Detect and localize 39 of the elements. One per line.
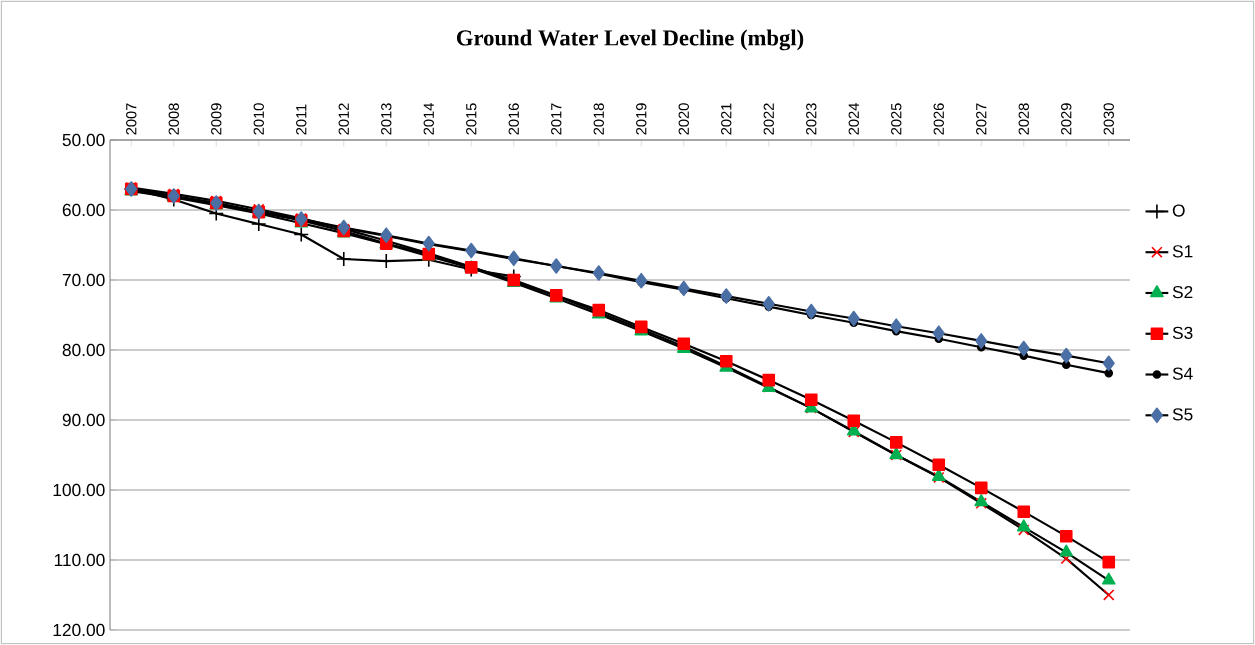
x-tick-label: 2007 xyxy=(126,103,137,135)
legend-label: S3 xyxy=(1172,326,1193,339)
y-tick-label: 110.00 xyxy=(54,553,105,567)
x-tick-label: 2023 xyxy=(806,103,817,135)
x-tick-label: 2027 xyxy=(976,103,987,135)
x-tick-label: 2030 xyxy=(1103,103,1114,135)
y-tick-label: 50.00 xyxy=(62,133,105,147)
y-tick-label: 90.00 xyxy=(62,413,105,427)
x-tick-label: 2010 xyxy=(253,103,264,135)
chart-title: Ground Water Level Decline (mbgl) xyxy=(456,29,804,51)
x-tick-label: 2018 xyxy=(593,103,604,135)
x-tick-label: 2029 xyxy=(1061,103,1072,135)
y-tick-label: 120.00 xyxy=(53,623,105,637)
y-tick-label: 80.00 xyxy=(62,343,105,357)
y-tick-label: 60.00 xyxy=(62,203,105,217)
x-tick-label: 2008 xyxy=(168,103,179,135)
x-tick-label: 2021 xyxy=(721,103,732,135)
x-tick-label: 2014 xyxy=(423,103,434,135)
legend-label: O xyxy=(1172,204,1185,217)
x-tick-label: 2011 xyxy=(296,104,307,135)
y-tick-label: 70.00 xyxy=(62,273,105,287)
x-tick-label: 2017 xyxy=(551,103,562,135)
legend-label: S1 xyxy=(1172,245,1193,258)
x-tick-label: 2012 xyxy=(338,103,349,135)
x-tick-label: 2025 xyxy=(891,103,902,135)
legend-label: S5 xyxy=(1172,408,1193,421)
x-tick-label: 2019 xyxy=(636,103,647,135)
x-tick-label: 2009 xyxy=(211,103,222,135)
y-tick-label: 100.00 xyxy=(53,483,105,497)
x-tick-label: 2020 xyxy=(678,103,689,135)
x-tick-label: 2013 xyxy=(381,103,392,135)
legend-label: S2 xyxy=(1172,285,1193,299)
x-tick-label: 2026 xyxy=(933,103,944,135)
x-tick-label: 2016 xyxy=(508,103,519,135)
x-tick-label: 2022 xyxy=(763,103,774,135)
x-tick-label: 2015 xyxy=(466,103,477,135)
legend-label: S4 xyxy=(1172,367,1193,380)
x-tick-label: 2024 xyxy=(848,103,859,135)
x-tick-label: 2028 xyxy=(1018,103,1029,135)
